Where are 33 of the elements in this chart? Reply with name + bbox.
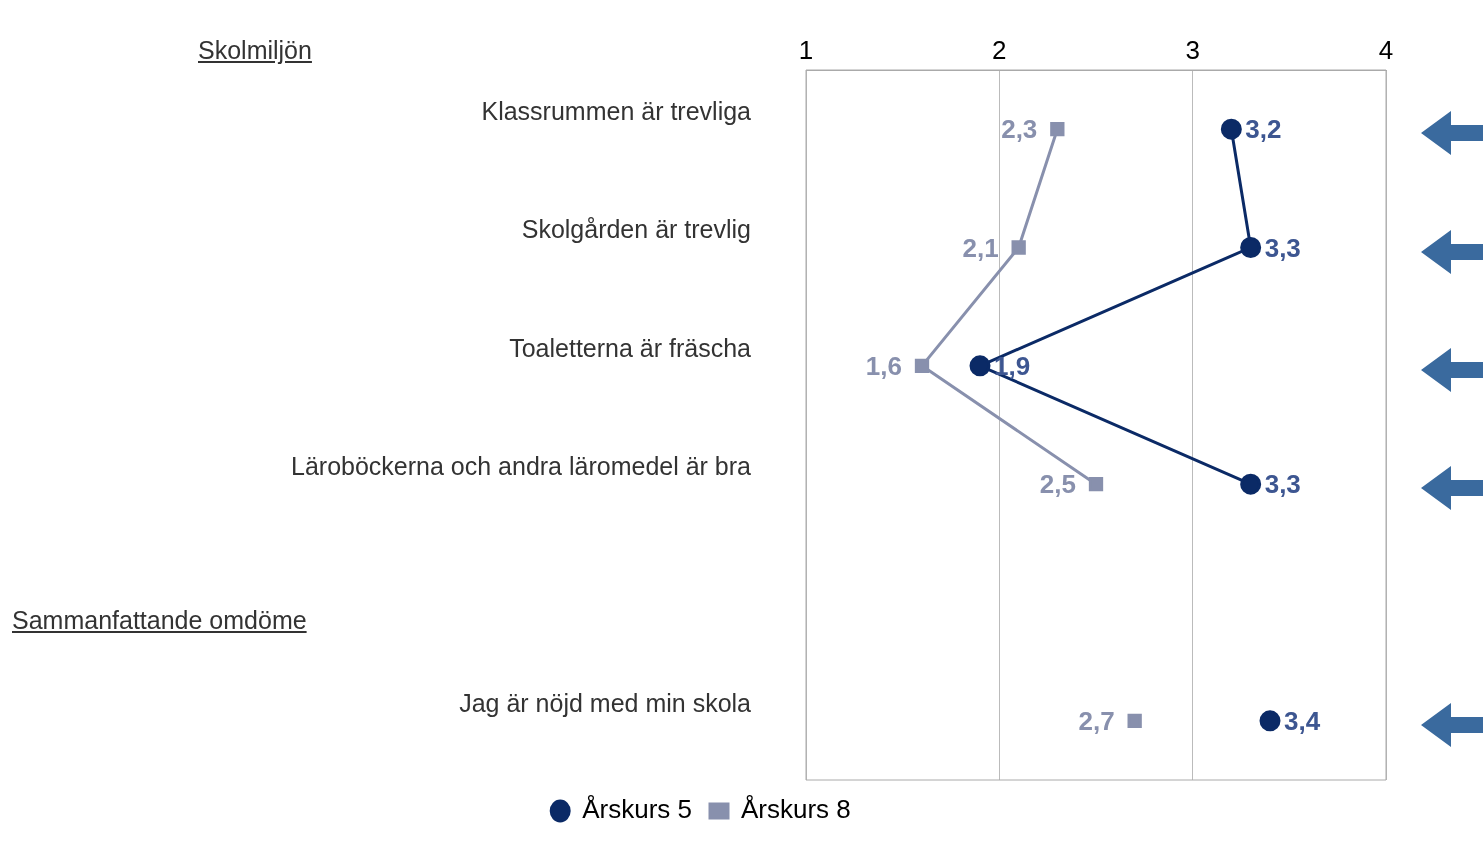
point: [1127, 713, 1142, 728]
x-tick-label: 4: [1378, 34, 1394, 65]
point: [1011, 240, 1026, 255]
data-label: 1,6: [865, 351, 902, 382]
y-tick-label: Läroböckerna och andra läromedel är bra: [291, 452, 752, 481]
point: [969, 355, 991, 377]
x-tick-label: 3: [1185, 34, 1200, 65]
point: [1220, 118, 1242, 140]
data-label: 2,7: [1078, 706, 1115, 737]
x-tick-label: 2: [992, 34, 1007, 65]
point: [1240, 473, 1262, 495]
y-tick-label: Skolgården är trevlig: [521, 215, 751, 244]
point: [1088, 477, 1104, 492]
legend-label: Årskurs 5: [582, 794, 693, 825]
x-tick-label: 1: [798, 34, 814, 65]
y-tick-label: Klassrummen är trevliga: [481, 97, 752, 126]
text: Sammanfattande omdöme: [12, 605, 307, 635]
data-label: 2,5: [1039, 469, 1076, 500]
data-label: 3,2: [1245, 114, 1282, 145]
legend-label: Årskurs 8: [741, 794, 851, 825]
point: [1050, 122, 1065, 137]
point: [914, 358, 930, 373]
data-label: 1,9: [994, 351, 1031, 382]
data-label: 2,1: [962, 232, 999, 263]
data-label: 3,4: [1284, 706, 1321, 737]
y-tick-label: Toaletterna är fräscha: [509, 333, 752, 362]
point: [1240, 237, 1262, 258]
data-label: 3,3: [1264, 469, 1301, 500]
data-label: 3,3: [1264, 232, 1301, 263]
text: Skolmiljön: [198, 36, 312, 65]
data-label: 2,3: [1001, 114, 1038, 145]
point: [1259, 710, 1281, 732]
y-tick-label: Jag är nöjd med min skola: [459, 688, 752, 717]
